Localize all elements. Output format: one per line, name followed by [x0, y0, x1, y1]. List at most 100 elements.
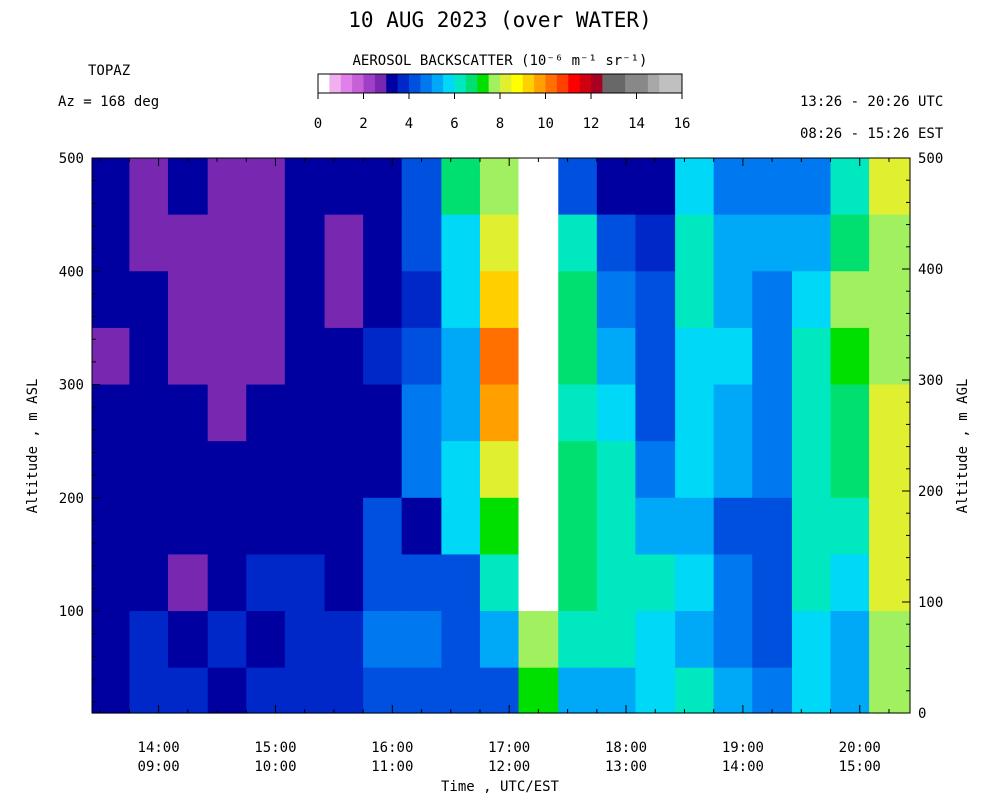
colorbar-tick-label: 12 — [583, 116, 600, 132]
utc-time-range: 13:26 - 20:26 UTC — [800, 94, 944, 110]
chart-title: 10 AUG 2023 (over WATER) — [348, 8, 652, 32]
heatmap-cell — [246, 611, 286, 669]
heatmap-cell — [558, 214, 598, 272]
heatmap-cell — [401, 327, 443, 386]
colorbar-swatch — [659, 74, 672, 93]
heatmap-cell — [129, 214, 169, 272]
colorbar-swatch — [431, 74, 444, 93]
heatmap-cell — [713, 554, 753, 612]
heatmap-cell — [830, 441, 870, 499]
heatmap-cell — [596, 158, 636, 216]
heatmap-cell — [207, 384, 247, 442]
heatmap-cell — [441, 214, 481, 272]
y-right-tick-label: 500 — [918, 151, 943, 167]
heatmap-cell — [441, 667, 481, 714]
heatmap-cell — [129, 158, 169, 216]
heatmap-cell — [635, 158, 676, 216]
colorbar-swatch — [511, 74, 524, 93]
heatmap-cell — [791, 384, 832, 442]
heatmap-cell — [869, 327, 911, 386]
est-time-range: 08:26 - 15:26 EST — [800, 126, 944, 142]
x-tick-label-utc: 17:00 — [488, 740, 530, 756]
heatmap-cell — [558, 271, 598, 329]
heatmap-cell — [518, 497, 559, 556]
heatmap-cell — [129, 384, 169, 442]
heatmap-cell — [129, 441, 169, 499]
azimuth-label: Az = 168 deg — [58, 94, 160, 110]
x-axis-title: Time , UTC/EST — [440, 779, 559, 795]
heatmap-cell — [92, 441, 130, 499]
heatmap-cell — [713, 667, 753, 714]
colorbar-swatch — [568, 74, 581, 93]
heatmap-cell — [324, 158, 364, 216]
heatmap-cell — [284, 554, 326, 612]
colorbar-swatch — [374, 74, 387, 93]
colorbar-swatch — [363, 74, 376, 93]
heatmap-cell — [675, 441, 715, 499]
heatmap-cell — [869, 271, 911, 329]
heatmap-cell — [441, 327, 481, 386]
heatmap-cell — [791, 611, 832, 669]
heatmap-cell — [92, 384, 130, 442]
heatmap-cell — [363, 327, 403, 386]
heatmap-cell — [167, 214, 209, 272]
heatmap-cell — [246, 441, 286, 499]
heatmap-cell — [479, 667, 520, 714]
plot-axes: 14:00 09:00 15:00 10:00 16:00 11:00 17:00 12:00… — [59, 151, 944, 775]
heatmap-cell — [713, 441, 753, 499]
heatmap-cell — [167, 667, 209, 714]
colorbar-swatch — [397, 74, 410, 93]
heatmap-cell — [401, 667, 443, 714]
colorbar-swatch — [443, 74, 455, 93]
colorbar-swatch — [352, 74, 364, 93]
heatmap-cell — [675, 214, 715, 272]
heatmap-cell — [479, 327, 520, 386]
heatmap-cell — [596, 497, 636, 556]
heatmap-cell — [830, 214, 870, 272]
heatmap-cell — [441, 497, 481, 556]
heatmap-cell — [284, 497, 326, 556]
x-tick-label-utc: 16:00 — [371, 740, 413, 756]
heatmap-cell — [518, 271, 559, 329]
heatmap-cell — [129, 497, 169, 556]
heatmap-cell — [518, 441, 559, 499]
heatmap-cell — [596, 384, 636, 442]
heatmap-cell — [675, 158, 715, 216]
heatmap-cell — [675, 667, 715, 714]
heatmap-cell — [791, 441, 832, 499]
heatmap-cells — [92, 158, 911, 714]
heatmap-cell — [441, 384, 481, 442]
heatmap-cell — [92, 327, 130, 386]
heatmap-cell — [324, 554, 364, 612]
heatmap-cell — [752, 611, 793, 669]
heatmap-cell — [596, 327, 636, 386]
heatmap-cell — [518, 158, 559, 216]
y-left-tick-label: 400 — [59, 264, 84, 280]
heatmap-cell — [363, 667, 403, 714]
heatmap-cell — [246, 158, 286, 216]
instrument-label: TOPAZ — [88, 63, 131, 79]
colorbar-swatch — [477, 74, 490, 93]
heatmap-cell — [441, 158, 481, 216]
y-right-tick-label: 100 — [918, 595, 943, 611]
heatmap-cell — [830, 384, 870, 442]
x-tick-label-utc: 18:00 — [605, 740, 647, 756]
heatmap-cell — [246, 497, 286, 556]
y-left-tick-label: 100 — [59, 604, 84, 620]
x-tick-label-est: 12:00 — [488, 759, 530, 775]
heatmap-cell — [324, 327, 364, 386]
heatmap-cell — [92, 271, 130, 329]
heatmap-cell — [441, 554, 481, 612]
heatmap-cell — [675, 497, 715, 556]
heatmap-cell — [324, 271, 364, 329]
heatmap-cell — [92, 611, 130, 669]
heatmap-cell — [558, 667, 598, 714]
colorbar-swatch — [613, 74, 626, 93]
heatmap-cell — [713, 271, 753, 329]
heatmap-cell — [596, 554, 636, 612]
x-tick-label-est: 15:00 — [839, 759, 881, 775]
y-right-tick-label: 400 — [918, 262, 943, 278]
heatmap-cell — [596, 271, 636, 329]
colorbar-title: AEROSOL BACKSCATTER (10⁻⁶ m⁻¹ sr⁻¹) — [352, 53, 648, 69]
